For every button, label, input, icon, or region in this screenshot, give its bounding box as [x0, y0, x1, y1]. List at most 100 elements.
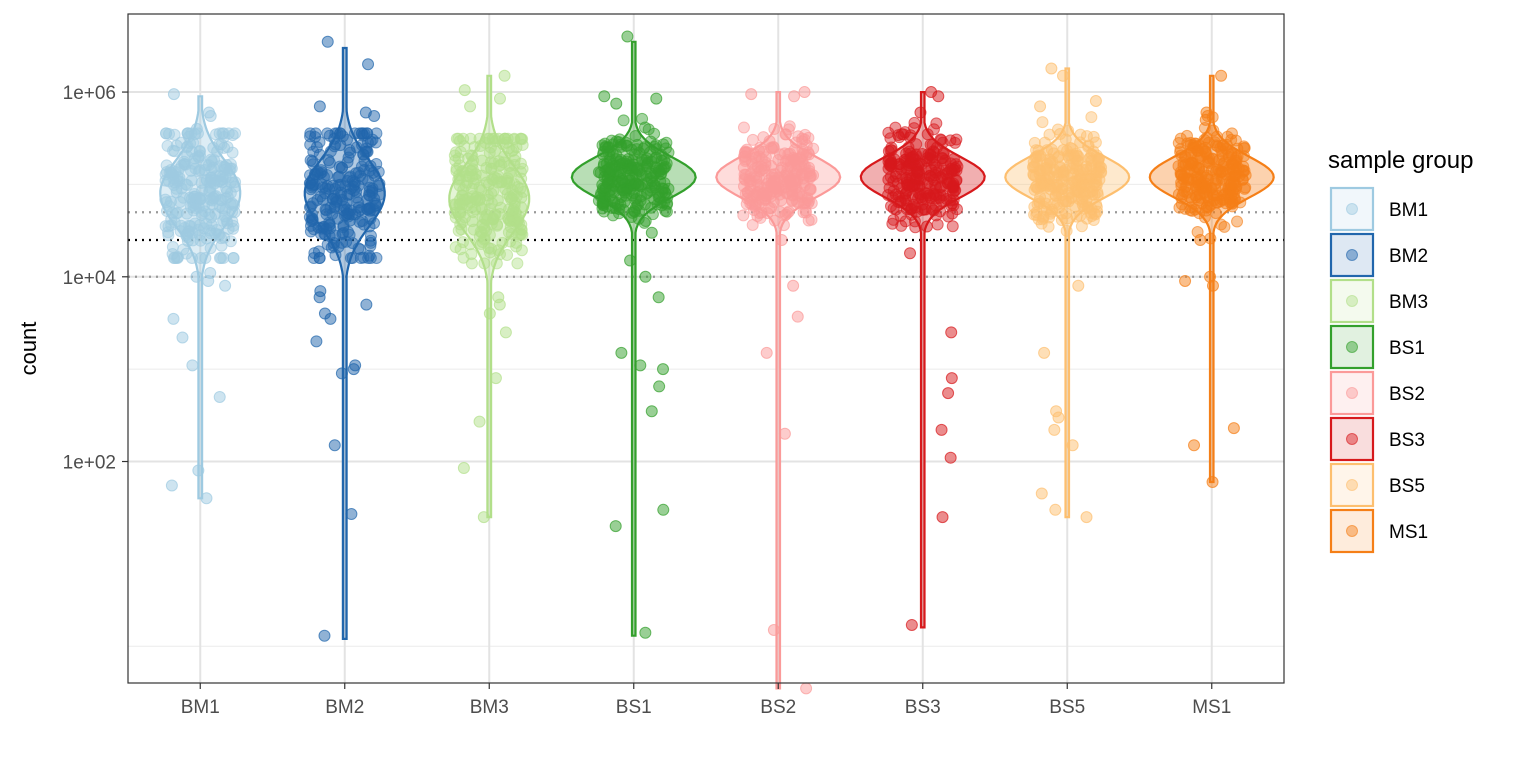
- data-point: [315, 166, 328, 179]
- outlier-point: [653, 380, 666, 393]
- outlier-point: [610, 97, 623, 110]
- data-point: [200, 217, 213, 230]
- outlier-point: [652, 291, 665, 304]
- data-point: [737, 121, 750, 134]
- data-point: [313, 252, 326, 265]
- data-point: [774, 205, 787, 218]
- outlier-point: [321, 35, 334, 48]
- outlier-point: [176, 331, 189, 344]
- legend-title: sample group: [1328, 147, 1473, 174]
- outlier-point: [945, 372, 958, 385]
- data-point: [361, 127, 374, 140]
- legend-label: MS1: [1389, 522, 1428, 543]
- data-point: [336, 130, 349, 143]
- data-point: [476, 210, 489, 223]
- outlier-point: [1052, 411, 1065, 424]
- points-BS3: [882, 86, 964, 631]
- outlier-point: [1049, 503, 1062, 516]
- outlier-point: [313, 291, 326, 304]
- data-point: [790, 195, 803, 208]
- outlier-point: [905, 618, 918, 631]
- outlier-point: [1194, 234, 1207, 247]
- data-point: [194, 193, 207, 206]
- data-point: [193, 191, 206, 204]
- outlier-point: [1179, 275, 1192, 288]
- data-point: [361, 136, 374, 149]
- outlier-point: [1188, 439, 1201, 452]
- data-point: [1085, 111, 1098, 124]
- data-point: [505, 193, 518, 206]
- data-point: [352, 196, 365, 209]
- data-point: [657, 138, 670, 151]
- data-point: [326, 207, 339, 220]
- data-point: [336, 161, 349, 174]
- data-point: [1030, 208, 1043, 221]
- outlier-point: [324, 312, 337, 325]
- data-point: [306, 179, 319, 192]
- outlier-point: [167, 312, 180, 325]
- data-point: [759, 192, 772, 205]
- outlier-point: [639, 270, 652, 283]
- data-point: [316, 181, 329, 194]
- data-point: [483, 202, 496, 215]
- data-point: [171, 252, 184, 265]
- data-point: [475, 154, 488, 167]
- outlier-point: [1034, 100, 1047, 113]
- data-point: [465, 257, 478, 270]
- data-point: [479, 212, 492, 225]
- data-point: [364, 234, 377, 247]
- outlier-point: [650, 92, 663, 105]
- data-point: [504, 215, 517, 228]
- outlier-point: [1038, 346, 1051, 359]
- data-point: [662, 182, 675, 195]
- data-point: [899, 215, 912, 228]
- y-axis-title: count: [16, 322, 41, 376]
- outlier-point: [932, 90, 945, 103]
- legend-point: [1346, 203, 1358, 215]
- data-point: [205, 211, 218, 224]
- data-point: [480, 161, 493, 174]
- outlier-point: [639, 626, 652, 639]
- data-point: [342, 225, 355, 238]
- data-point: [449, 154, 462, 167]
- data-point: [599, 181, 612, 194]
- data-point: [215, 138, 228, 151]
- points-BM1: [159, 88, 242, 505]
- data-point: [449, 241, 462, 254]
- outlier-point: [1035, 487, 1048, 500]
- data-point: [805, 213, 818, 226]
- data-point: [227, 252, 240, 265]
- data-point: [320, 204, 333, 217]
- data-point: [751, 186, 764, 199]
- data-point: [627, 179, 640, 192]
- outlier-point: [609, 520, 622, 533]
- data-point: [324, 222, 337, 235]
- data-point: [466, 190, 479, 203]
- data-point: [304, 130, 317, 143]
- data-point: [514, 182, 527, 195]
- outlier-point: [473, 415, 486, 428]
- outlier-point: [1080, 511, 1093, 524]
- outlier-point: [499, 326, 512, 339]
- data-point: [511, 257, 524, 270]
- points-BM2: [303, 35, 386, 642]
- data-point: [627, 158, 640, 171]
- outlier-point: [800, 682, 813, 695]
- legend-label: BS2: [1389, 384, 1425, 405]
- outlier-point: [944, 451, 957, 464]
- data-point: [227, 222, 240, 235]
- data-point: [787, 154, 800, 167]
- outlier-point: [186, 359, 199, 372]
- data-point: [170, 186, 183, 199]
- data-point: [316, 193, 329, 206]
- data-point: [804, 183, 817, 196]
- data-point: [490, 172, 503, 185]
- data-point: [510, 240, 523, 253]
- outlier-point: [165, 479, 178, 492]
- x-tick-label: BM1: [181, 697, 220, 718]
- data-point: [326, 192, 339, 205]
- data-point: [770, 185, 783, 198]
- data-point: [780, 167, 793, 180]
- outlier-point: [798, 86, 811, 99]
